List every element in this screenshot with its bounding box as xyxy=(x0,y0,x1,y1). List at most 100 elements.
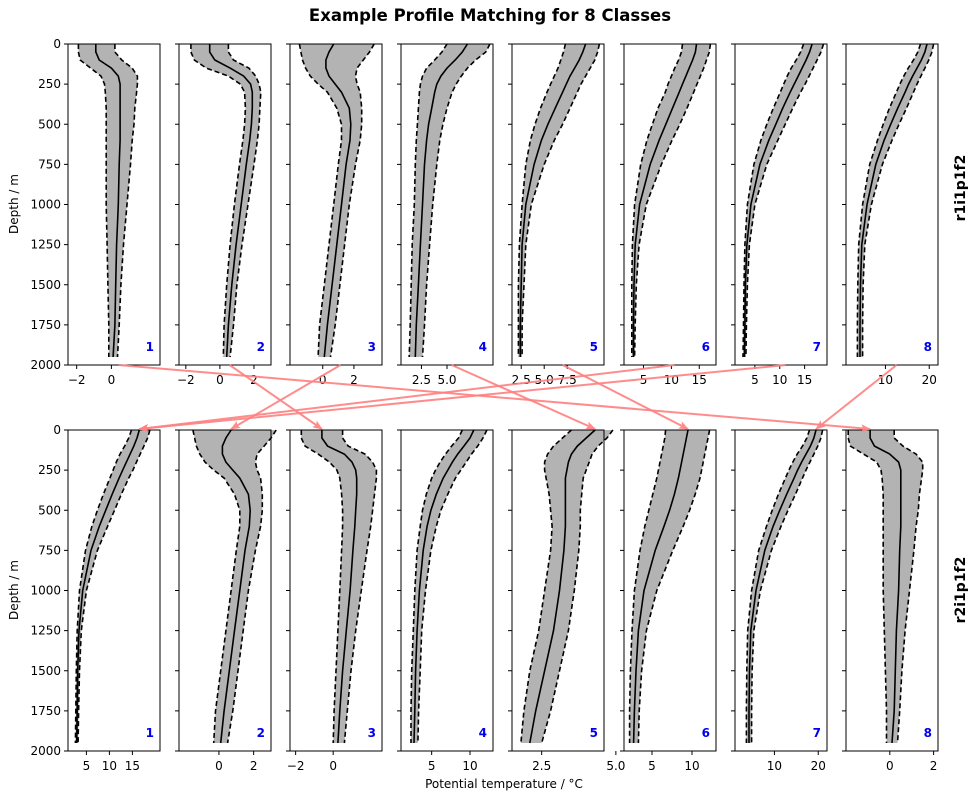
upper-bound-line xyxy=(633,43,712,358)
panel-r2i1p1f2-class-8: 0 2 8 xyxy=(842,429,939,773)
x-tick-label: 7.5 xyxy=(558,373,577,387)
x-tick-label: −2 xyxy=(287,759,305,773)
panel-r1i1p1f2-class-5: 2.55.07.55 xyxy=(508,43,605,387)
class-label: 7 xyxy=(813,340,821,354)
std-band xyxy=(631,44,711,357)
y-tick-label: 1750 xyxy=(30,704,61,718)
lower-bound-line xyxy=(856,43,922,357)
mean-line xyxy=(748,429,817,743)
lower-bound-line xyxy=(745,429,811,743)
x-tick-label: 0 xyxy=(886,759,894,773)
class-label: 8 xyxy=(924,726,932,740)
y-tick-label: 2000 xyxy=(30,358,61,372)
lower-bound-line xyxy=(630,43,684,357)
x-tick-label: 2 xyxy=(250,759,258,773)
y-tick-label: 1250 xyxy=(30,238,61,252)
x-tick-label: −2 xyxy=(68,373,86,387)
std-band xyxy=(409,44,490,357)
lower-bound-line xyxy=(190,44,247,358)
mean-line xyxy=(529,429,596,744)
upper-bound-line xyxy=(226,429,277,744)
y-tick-label: 750 xyxy=(38,157,61,171)
std-band xyxy=(746,430,823,743)
class-label: 1 xyxy=(146,726,154,740)
y-axis-label: Depth / m xyxy=(7,560,21,620)
x-tick-label: −2 xyxy=(177,373,195,387)
y-tick-label: 0 xyxy=(53,423,61,437)
y-tick-label: 1500 xyxy=(30,278,61,292)
x-axis-label: Potential temperature / °C xyxy=(425,777,583,791)
match-arrow xyxy=(815,364,898,430)
x-tick-label: 5.0 xyxy=(606,759,625,773)
panel-r2i1p1f2-class-3: −2 0 3 xyxy=(286,429,383,773)
lower-bound-line xyxy=(847,430,888,743)
x-tick-label: 5 xyxy=(751,373,759,387)
mean-line xyxy=(219,429,252,744)
upper-bound-line xyxy=(417,429,488,744)
lower-bound-line xyxy=(520,429,572,744)
mean-line xyxy=(859,43,928,357)
match-arrow xyxy=(138,364,786,433)
panel-r2i1p1f2-class-6: 5 10 6 xyxy=(620,429,717,773)
match-arrow xyxy=(230,364,342,430)
x-tick-label: 5 xyxy=(428,759,436,773)
class-label: 5 xyxy=(590,726,598,740)
std-band xyxy=(629,430,710,743)
x-tick-label: 5 xyxy=(648,759,656,773)
lower-bound-line xyxy=(517,43,567,357)
panel-r1i1p1f2-class-3: 0 2 3 xyxy=(286,43,383,387)
panel-r1i1p1f2-class-4: 2.5 5.0 4 xyxy=(397,43,494,387)
class-label: 7 xyxy=(813,726,821,740)
x-tick-label: 0 xyxy=(319,373,327,387)
match-arrow xyxy=(138,364,675,432)
std-band xyxy=(520,430,613,743)
row-label: r1i1p1f2 xyxy=(953,155,969,222)
class-label: 2 xyxy=(257,340,265,354)
figure-title: Example Profile Matching for 8 Classes xyxy=(309,6,671,25)
row-label: r2i1p1f2 xyxy=(953,557,969,624)
mean-line xyxy=(414,43,469,358)
x-tick-label: 10 xyxy=(767,759,782,773)
upper-bound-line xyxy=(745,43,825,358)
mean-line xyxy=(869,430,902,744)
match-arrow xyxy=(229,364,323,430)
class-label: 8 xyxy=(924,340,932,354)
class-label: 3 xyxy=(368,340,376,354)
lower-bound-line xyxy=(77,44,110,357)
class-label: 4 xyxy=(479,726,487,740)
std-band xyxy=(301,430,377,743)
lower-bound-line xyxy=(192,429,241,744)
y-tick-label: 500 xyxy=(38,503,61,517)
class-label: 6 xyxy=(702,726,710,740)
x-tick-label: 20 xyxy=(811,759,826,773)
class-label: 2 xyxy=(257,726,265,740)
class-label: 1 xyxy=(146,340,154,354)
x-tick-label: 15 xyxy=(125,759,140,773)
x-tick-label: 2.5 xyxy=(532,759,551,773)
y-tick-label: 1000 xyxy=(30,584,61,598)
x-tick-label: 5.0 xyxy=(437,373,456,387)
mean-line xyxy=(743,43,813,358)
matching-arrows xyxy=(118,364,898,433)
panel-r1i1p1f2-class-1: 0 250 500 750 1000 1250 1500 1750 2000 −2 0 1 xyxy=(30,37,161,387)
mean-line xyxy=(413,429,475,744)
std-band xyxy=(299,44,375,357)
upper-bound-line xyxy=(750,429,824,743)
upper-bound-line xyxy=(637,429,711,744)
std-band xyxy=(743,44,824,357)
x-tick-label: 0 xyxy=(329,759,337,773)
upper-bound-line xyxy=(114,44,139,358)
x-tick-label: 10 xyxy=(684,759,699,773)
class-label: 5 xyxy=(590,340,598,354)
mean-line xyxy=(323,43,352,358)
upper-bound-line xyxy=(77,429,151,744)
y-tick-label: 1750 xyxy=(30,318,61,332)
mean-line xyxy=(208,44,254,358)
lower-bound-line xyxy=(408,43,448,358)
y-tick-label: 250 xyxy=(38,77,61,91)
x-tick-label: 2.5 xyxy=(412,373,431,387)
x-tick-label: 5 xyxy=(83,759,91,773)
